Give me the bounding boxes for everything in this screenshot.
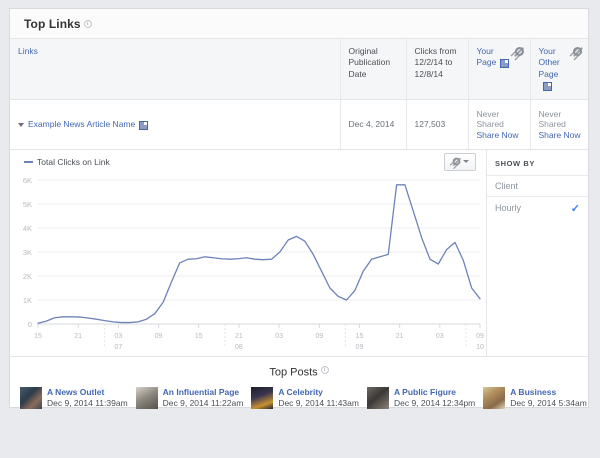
svg-text:07: 07 xyxy=(114,344,122,351)
svg-text:0: 0 xyxy=(28,320,32,329)
column-header-publication-date[interactable]: Original Publication Date xyxy=(340,39,407,100)
share-now-link[interactable]: Share Now xyxy=(476,129,519,140)
info-icon[interactable]: i xyxy=(83,19,92,28)
check-icon: ✓ xyxy=(570,202,580,215)
post-thumbnail xyxy=(135,386,158,409)
svg-text:09: 09 xyxy=(155,333,163,340)
gear-icon[interactable] xyxy=(514,47,524,56)
list-item[interactable]: A News Outlet Dec 9, 2014 11:39am xyxy=(16,386,132,410)
top-links-table: Links Original Publication Date Clicks f… xyxy=(10,39,588,150)
share-status: Never Shared xyxy=(476,108,504,129)
clicks-line-chart: 0 1K 2K 3K 4K 5K 6K 15 21 03 09 15 21 03 09 15 21 03 09 07 0… xyxy=(10,172,488,357)
svg-text:03: 03 xyxy=(275,333,283,340)
svg-text:3K: 3K xyxy=(23,248,32,257)
show-by-option-label: Hourly xyxy=(495,203,522,214)
svg-text:08: 08 xyxy=(235,344,243,351)
svg-text:03: 03 xyxy=(436,333,444,340)
top-posts-row: A News Outlet Dec 9, 2014 11:39am An Inf… xyxy=(10,379,588,410)
card-header: Top Links i xyxy=(10,9,588,39)
post-name[interactable]: A Business xyxy=(510,386,557,397)
cell-link[interactable]: Example News Article Name xyxy=(10,99,341,150)
page-title: Top Links xyxy=(24,16,81,31)
post-thumbnail xyxy=(251,386,274,409)
svg-text:21: 21 xyxy=(396,333,404,340)
column-header-your-other-page[interactable]: Your Other Page xyxy=(530,39,588,100)
info-icon[interactable]: i xyxy=(320,365,329,374)
post-name[interactable]: An Influential Page xyxy=(162,386,240,397)
gear-icon[interactable] xyxy=(573,47,582,56)
post-date: Dec 9, 2014 11:22am xyxy=(162,397,244,408)
column-header-links[interactable]: Links xyxy=(10,39,341,100)
svg-text:15: 15 xyxy=(34,333,42,340)
share-status: Never Shared xyxy=(538,108,566,129)
post-date: Dec 9, 2014 12:34pm xyxy=(393,397,476,408)
external-link-icon[interactable] xyxy=(542,81,552,91)
show-by-panel: SHOW BY Client Hourly ✓ xyxy=(486,149,588,357)
cell-publication-date: Dec 4, 2014 xyxy=(340,99,407,150)
svg-text:2K: 2K xyxy=(23,272,32,281)
chart-svg: 0 1K 2K 3K 4K 5K 6K 15 21 03 09 15 21 03 09 15 21 03 09 07 0… xyxy=(23,176,484,351)
show-by-option-hourly[interactable]: Hourly ✓ xyxy=(487,195,588,220)
post-thumbnail xyxy=(366,386,389,409)
post-thumbnail xyxy=(483,386,506,409)
collapse-caret-icon[interactable] xyxy=(18,123,24,127)
cell-clicks: 127,503 xyxy=(406,99,469,150)
svg-text:09: 09 xyxy=(356,344,364,351)
top-links-card: Top Links i Links Original Publication D… xyxy=(9,8,589,409)
svg-text:4K: 4K xyxy=(23,224,32,233)
post-date: Dec 9, 2014 11:39am xyxy=(47,397,128,408)
svg-text:15: 15 xyxy=(356,333,364,340)
column-header-your-page[interactable]: Your Page xyxy=(468,39,531,100)
chart-legend: Total Clicks on Link xyxy=(24,157,110,167)
cell-your-page: Never Shared Share Now xyxy=(468,99,531,150)
show-by-option-label: Client xyxy=(495,180,519,191)
svg-text:1K: 1K xyxy=(23,296,32,305)
table-row: Example News Article Name Dec 4, 2014 12… xyxy=(10,99,588,150)
top-posts-title: Top Posts i xyxy=(10,357,588,379)
chart-settings-button[interactable] xyxy=(444,152,476,171)
post-name[interactable]: A Public Figure xyxy=(393,386,456,397)
svg-text:21: 21 xyxy=(74,333,82,340)
post-name[interactable]: A Celebrity xyxy=(278,386,323,397)
show-by-title: SHOW BY xyxy=(495,158,536,168)
table-header-row: Links Original Publication Date Clicks f… xyxy=(10,39,588,100)
legend-swatch xyxy=(24,160,33,163)
post-thumbnail xyxy=(20,386,42,409)
svg-text:10: 10 xyxy=(476,344,484,351)
gear-icon xyxy=(452,158,460,166)
cell-your-other-page: Never Shared Share Now xyxy=(530,99,588,150)
svg-text:21: 21 xyxy=(235,333,243,340)
svg-text:09: 09 xyxy=(476,333,484,340)
svg-text:09: 09 xyxy=(315,333,323,340)
external-link-icon[interactable] xyxy=(500,58,510,68)
list-item[interactable]: A Celebrity Dec 9, 2014 11:43am xyxy=(247,386,363,410)
list-item[interactable]: A Business Dec 9, 2014 5:34am xyxy=(479,386,591,410)
list-item[interactable]: A Public Figure Dec 9, 2014 12:34pm xyxy=(363,386,479,410)
svg-text:15: 15 xyxy=(195,333,203,340)
external-link-icon[interactable] xyxy=(139,120,149,130)
svg-text:5K: 5K xyxy=(23,200,32,209)
post-date: Dec 9, 2014 11:43am xyxy=(278,397,359,408)
chart-section: Total Clicks on Link 0 1K 2K 3K 4K 5K 6K 15 21 03… xyxy=(10,149,588,357)
column-header-clicks[interactable]: Clicks from 12/2/14 to 12/8/14 xyxy=(406,39,469,100)
chevron-down-icon xyxy=(462,160,469,164)
show-by-option-client[interactable]: Client xyxy=(487,174,588,196)
share-now-link[interactable]: Share Now xyxy=(538,129,581,140)
post-name[interactable]: A News Outlet xyxy=(47,386,105,397)
list-item[interactable]: An Influential Page Dec 9, 2014 11:22am xyxy=(132,386,248,410)
legend-label: Total Clicks on Link xyxy=(37,156,110,167)
svg-text:03: 03 xyxy=(114,333,122,340)
svg-text:6K: 6K xyxy=(23,176,32,185)
post-date: Dec 9, 2014 5:34am xyxy=(510,397,587,408)
top-posts-section: Top Posts i A News Outlet Dec 9, 2014 11:… xyxy=(10,357,588,458)
